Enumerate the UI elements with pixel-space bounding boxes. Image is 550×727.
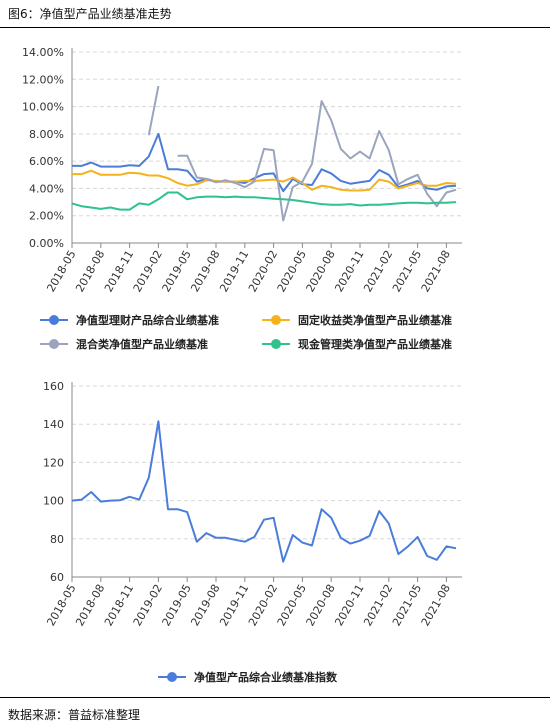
legend-marker (271, 339, 281, 349)
y-tick-label: 140 (43, 418, 64, 431)
y-tick-label: 80 (50, 533, 64, 546)
legend-label: 现金管理类净值型产品业绩基准 (298, 337, 452, 351)
series-line-2 (72, 169, 457, 192)
y-tick-label: 0.00% (29, 237, 64, 250)
legend-marker (49, 315, 59, 325)
y-tick-label: 2.00% (29, 210, 64, 223)
legend-marker (271, 315, 281, 325)
bottom-rule (0, 697, 550, 698)
series-line-1 (71, 420, 457, 563)
series-line-3 (177, 100, 457, 222)
series-line-1 (72, 132, 457, 193)
legend-marker (167, 672, 177, 682)
top-rule (0, 27, 550, 28)
y-tick-label: 8.00% (29, 128, 64, 141)
series-line-4 (71, 191, 457, 211)
y-tick-label: 100 (43, 495, 64, 508)
y-tick-label: 14.00% (22, 46, 64, 59)
source-note: 数据来源：普益标准整理 (8, 708, 141, 722)
y-tick-label: 160 (43, 380, 64, 393)
legend-label: 固定收益类净值型产品业绩基准 (298, 313, 452, 327)
y-tick-label: 120 (43, 456, 64, 469)
series-line-3 (147, 85, 160, 136)
y-tick-label: 60 (50, 571, 64, 584)
legend-label: 混合类净值型产品业绩基准 (76, 337, 208, 351)
legend-marker (49, 339, 59, 349)
y-tick-label: 10.00% (22, 101, 64, 114)
benchmark-index-chart: 60801001201401602018-052018-082018-11201… (43, 380, 462, 684)
figure-title: 图6：净值型产品业绩基准走势 (8, 7, 172, 21)
y-tick-label: 12.00% (22, 73, 64, 86)
legend-label: 净值型产品综合业绩基准指数 (194, 670, 338, 684)
benchmark-rate-chart: 0.00% 2.00% 4.00% 6.00% 8.00% 10.00% 12.00% 14.… (22, 46, 462, 351)
y-tick-label: 4.00% (29, 182, 64, 195)
legend-label: 净值型理财产品综合业绩基准 (76, 313, 219, 327)
y-tick-label: 6.00% (29, 155, 64, 168)
